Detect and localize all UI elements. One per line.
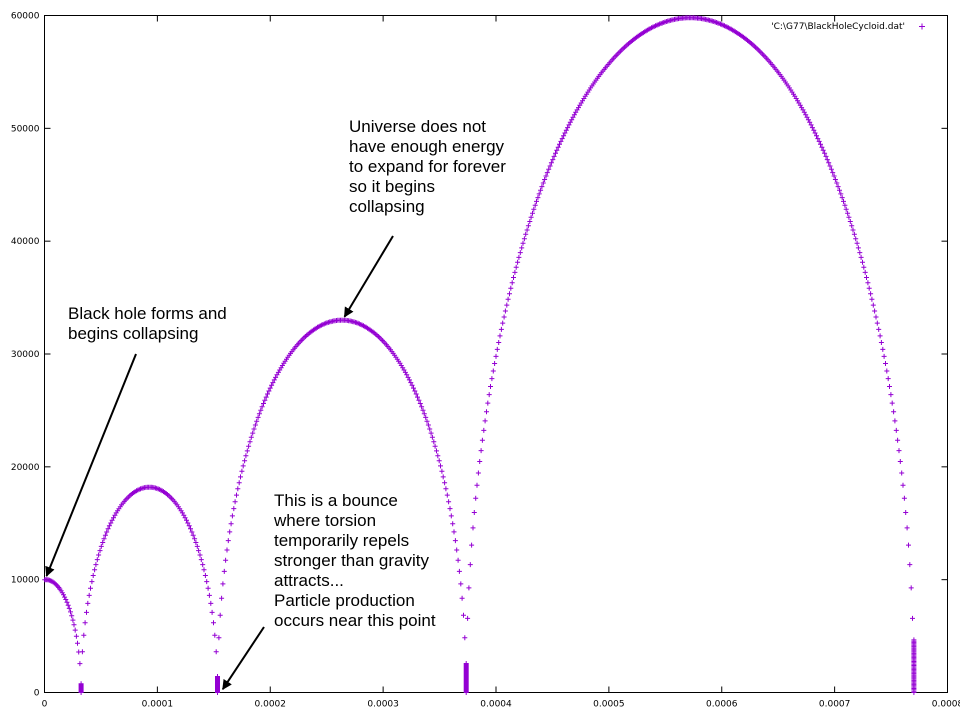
x-tick-label: 0.0007: [819, 700, 851, 710]
annotation-arrow: [221, 626, 265, 690]
series-points: [42, 15, 917, 695]
y-tick-label: 10000: [11, 576, 40, 586]
axis-tick-labels: 0 0.0001 0.0002 0.0003 0.0004 0.0005 0.0006 0.0…: [11, 12, 960, 710]
legend: 'C:\G77\BlackHoleCycloid.dat': [771, 22, 925, 32]
legend-marker: [919, 23, 925, 30]
annotation-arrows: [45, 235, 394, 690]
y-tick-label: 60000: [11, 12, 40, 22]
x-tick-label: 0.0004: [480, 700, 512, 710]
x-tick-label: 0.0006: [706, 700, 738, 710]
axis-ticks: [44, 15, 948, 693]
x-tick-label: 0.0008: [932, 700, 960, 710]
annotation-collapse: Universe does not have enough energy to …: [349, 117, 506, 216]
y-tick-label: 40000: [11, 237, 40, 247]
x-tick-label: 0: [42, 700, 48, 710]
y-tick-label: 30000: [11, 350, 40, 360]
data-series: [42, 15, 917, 695]
x-tick-label: 0.0002: [255, 700, 287, 710]
annotation-arrow: [343, 235, 394, 318]
legend-label: 'C:\G77\BlackHoleCycloid.dat': [771, 22, 905, 32]
annotation-arrow: [45, 353, 137, 577]
y-tick-label: 20000: [11, 463, 40, 473]
y-tick-label: 50000: [11, 124, 40, 134]
y-tick-label: 0: [34, 689, 40, 699]
x-tick-label: 0.0003: [367, 700, 399, 710]
legend-plus: [919, 23, 925, 30]
annotation-bounce: This is a bounce where torsion temporari…: [274, 491, 436, 630]
x-tick-label: 0.0001: [142, 700, 174, 710]
annotation-black-hole: Black hole forms and begins collapsing: [68, 304, 227, 343]
x-tick-label: 0.0005: [593, 700, 625, 710]
